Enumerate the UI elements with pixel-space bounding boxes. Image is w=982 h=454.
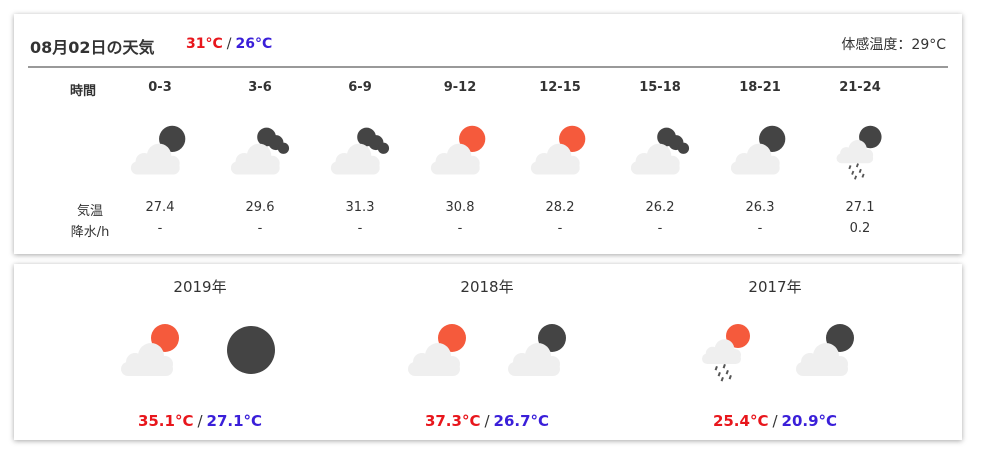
rain-moon-icon bbox=[825, 122, 895, 182]
past-years-card: 2019年 35.1°C/27.1°C 2018年 37.3°C/26.7°C … bbox=[14, 264, 962, 440]
feels-like-temp: 体感温度：29°C bbox=[841, 37, 946, 53]
slot-precipitation: - bbox=[757, 221, 763, 236]
slot-temperature: 28.2 bbox=[545, 200, 575, 215]
today-low-temp: 26°C bbox=[235, 36, 273, 52]
forecast-date-title: 08月02日の天気 bbox=[30, 38, 155, 57]
history-year-label: 2019年 bbox=[173, 278, 227, 296]
time-slot-label: 9-12 bbox=[443, 80, 477, 95]
today-high-temp: 31°C bbox=[186, 36, 223, 52]
slot-precipitation: 0.2 bbox=[849, 221, 871, 236]
slot-precipitation: - bbox=[657, 221, 663, 236]
history-temperature-range: 25.4°C/20.9°C bbox=[695, 412, 855, 430]
history-temperature-range: 37.3°C/26.7°C bbox=[407, 412, 567, 430]
history-high-temp: 25.4°C bbox=[712, 412, 769, 430]
time-slot-label: 3-6 bbox=[248, 80, 272, 95]
cloud-moon-icon bbox=[787, 320, 867, 384]
rain-sun-icon bbox=[687, 320, 767, 384]
temp-separator: / bbox=[197, 412, 203, 430]
time-slot-label: 18-21 bbox=[739, 80, 781, 95]
today-temperature-range: 31°C/26°C bbox=[186, 36, 272, 52]
cloud-moon-icon bbox=[125, 122, 195, 182]
slot-precipitation: - bbox=[457, 221, 463, 236]
slot-precipitation: - bbox=[557, 221, 563, 236]
cloud-moon-icon bbox=[499, 320, 579, 384]
history-high-temp: 35.1°C bbox=[137, 412, 194, 430]
cloud-sun-icon bbox=[399, 320, 479, 384]
cloud-night-clouds-icon bbox=[625, 122, 695, 182]
temp-separator: / bbox=[226, 36, 232, 52]
slot-temperature: 30.8 bbox=[445, 200, 475, 215]
slot-temperature: 27.1 bbox=[845, 200, 875, 215]
precipitation-row-label: 降水/h bbox=[70, 225, 110, 240]
slot-temperature: 26.2 bbox=[645, 200, 675, 215]
history-low-temp: 26.7°C bbox=[493, 412, 550, 430]
history-low-temp: 27.1°C bbox=[206, 412, 263, 430]
slot-precipitation: - bbox=[357, 221, 363, 236]
time-slot-label: 15-18 bbox=[639, 80, 681, 95]
time-slot-label: 21-24 bbox=[839, 80, 881, 95]
slot-temperature: 27.4 bbox=[145, 200, 175, 215]
history-temperature-range: 35.1°C/27.1°C bbox=[120, 412, 280, 430]
cloud-sun-icon bbox=[525, 122, 595, 182]
temperature-row-label: 気温 bbox=[76, 204, 103, 219]
slot-precipitation: - bbox=[157, 221, 163, 236]
history-year-label: 2018年 bbox=[460, 278, 514, 296]
slot-temperature: 29.6 bbox=[245, 200, 275, 215]
slot-temperature: 31.3 bbox=[345, 200, 375, 215]
history-high-temp: 37.3°C bbox=[424, 412, 481, 430]
time-column-label: 時間 bbox=[69, 84, 96, 99]
time-slot-label: 0-3 bbox=[148, 80, 172, 95]
temp-separator: / bbox=[772, 412, 778, 430]
temp-separator: / bbox=[484, 412, 490, 430]
slot-precipitation: - bbox=[257, 221, 263, 236]
cloud-moon-icon bbox=[725, 122, 795, 182]
cloud-night-clouds-icon bbox=[225, 122, 295, 182]
history-low-temp: 20.9°C bbox=[781, 412, 838, 430]
cloud-sun-icon bbox=[425, 122, 495, 182]
history-year-label: 2017年 bbox=[748, 278, 802, 296]
cloud-night-clouds-icon bbox=[325, 122, 395, 182]
cloud-sun-icon bbox=[112, 320, 192, 384]
header-divider bbox=[28, 66, 948, 68]
today-weather-card: 08月02日の天気 31°C/26°C 体感温度：29°C 時間 気温 降水/h… bbox=[14, 14, 962, 254]
time-slot-label: 6-9 bbox=[348, 80, 372, 95]
time-slot-label: 12-15 bbox=[539, 80, 581, 95]
moon-icon bbox=[212, 320, 292, 384]
slot-temperature: 26.3 bbox=[745, 200, 775, 215]
